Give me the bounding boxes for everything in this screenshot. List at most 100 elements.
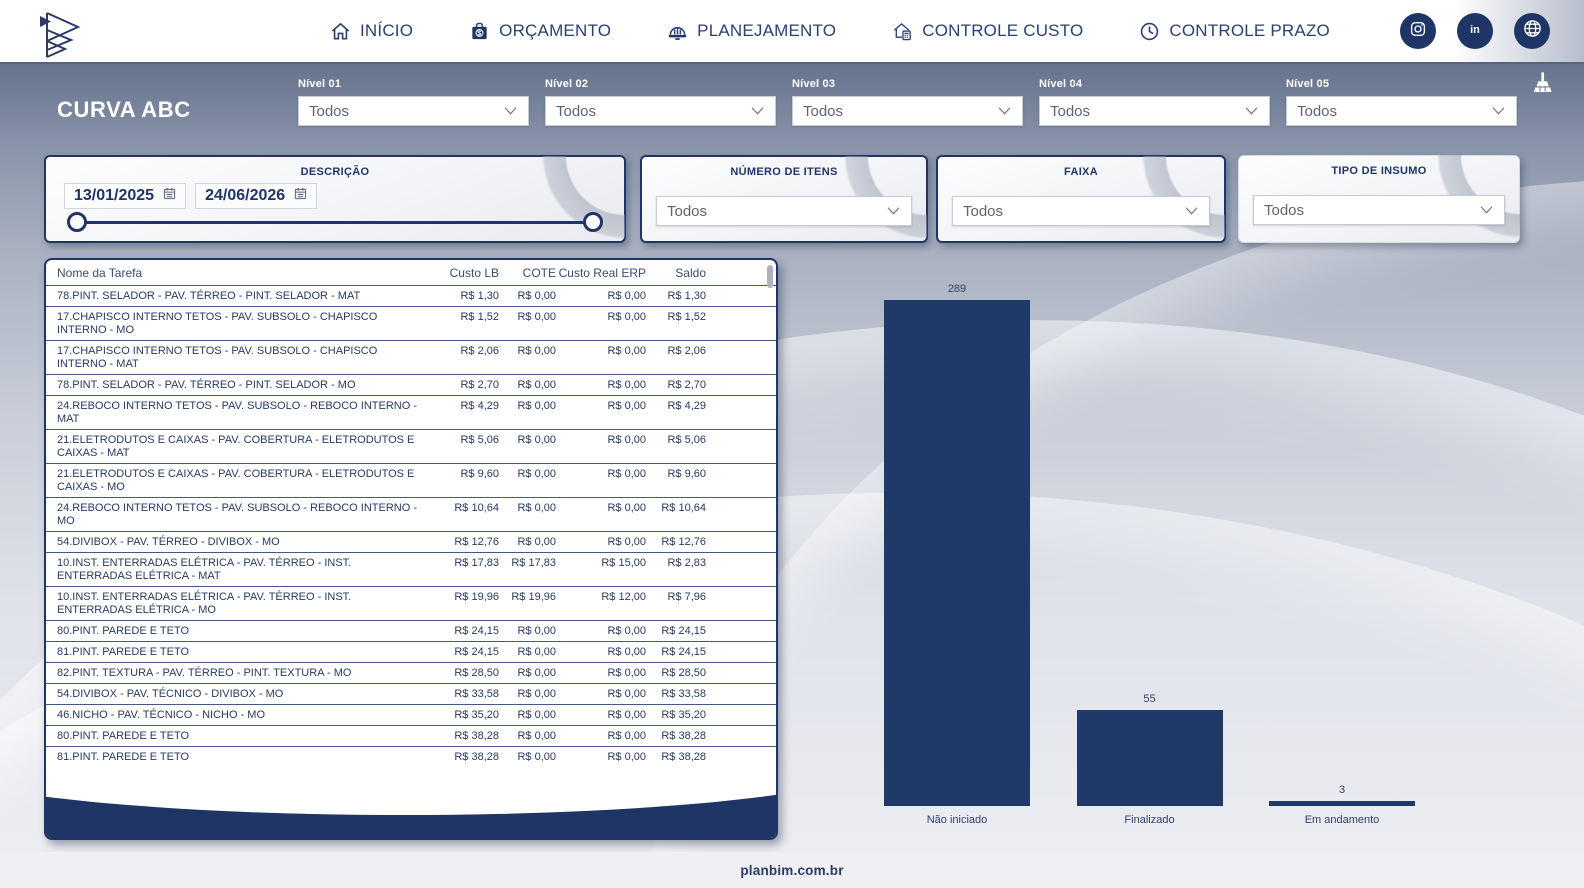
table-row[interactable]: 54.DIVIBOX - PAV. TÉRREO - DIVIBOX - MO R… — [46, 531, 776, 552]
bar-group-em-andamento: 3 Em andamento — [1269, 784, 1415, 828]
column-header-custo-real-erp[interactable]: Custo Real ERP — [558, 266, 646, 280]
table-row[interactable]: 54.DIVIBOX - PAV. TÉCNICO - DIVIBOX - MO… — [46, 683, 776, 704]
column-header-custo-lb[interactable]: Custo LB — [449, 266, 499, 280]
instagram-icon — [1408, 19, 1428, 44]
filter-card-tipo-de-insumo: TIPO DE INSUMO Todos — [1238, 155, 1520, 259]
value-cell: R$ 38,28 — [661, 751, 706, 763]
table-row[interactable]: 24.REBOCO INTERNO TETOS - PAV. SUBSOLO -… — [46, 497, 776, 531]
start-date-value: 13/01/2025 — [74, 187, 155, 204]
briefcase-dollar-icon: $ — [469, 21, 490, 42]
dropdown-selected-value: Todos — [309, 102, 350, 120]
value-cell: R$ 0,00 — [607, 667, 646, 679]
value-cell: R$ 15,00 — [601, 557, 646, 569]
task-name-cell: 54.DIVIBOX - PAV. TÉRREO - DIVIBOX - MO — [57, 536, 280, 548]
calendar-icon — [294, 187, 307, 205]
dropdown-selected-value: Todos — [556, 102, 597, 120]
value-cell: R$ 1,52 — [460, 311, 499, 323]
value-cell: R$ 0,00 — [607, 646, 646, 658]
end-date-input[interactable]: 24/06/2026 — [195, 183, 318, 209]
status-bar-chart: 289 Não iniciado 55 Finalizado 3 Em andamento — [884, 276, 1415, 828]
value-cell: R$ 33,58 — [661, 688, 706, 700]
nav-item-label: CONTROLE PRAZO — [1169, 21, 1330, 40]
start-date-input[interactable]: 13/01/2025 — [64, 183, 187, 209]
value-cell: R$ 0,00 — [517, 646, 556, 658]
bar-em-andamento[interactable] — [1269, 801, 1415, 806]
value-cell: R$ 9,60 — [460, 468, 499, 480]
nav-item-controle-prazo[interactable]: CONTROLE PRAZO — [1139, 21, 1330, 42]
filter-dropdown-nivel-03[interactable]: Todos — [792, 96, 1023, 126]
svg-text:$: $ — [478, 29, 482, 37]
nav-item-controle-custo[interactable]: CONTROLE CUSTO — [892, 21, 1083, 42]
slider-track — [76, 221, 594, 224]
task-name-cell: 80.PINT. PAREDE E TETO — [57, 625, 190, 637]
chevron-down-icon — [1491, 103, 1506, 120]
planbim-logo[interactable] — [34, 8, 82, 58]
value-cell: R$ 0,00 — [607, 434, 646, 446]
filter-dropdown-nivel-04[interactable]: Todos — [1039, 96, 1270, 126]
nav-item-label: PLANEJAMENTO — [697, 21, 837, 40]
table-row[interactable]: 82.PINT. TEXTURA - PAV. TÉRREO - PINT. T… — [46, 662, 776, 683]
table-row[interactable]: 21.ELETRODUTOS E CAIXAS - PAV. COBERTURA… — [46, 463, 776, 497]
social-link-linkedin[interactable]: in — [1457, 13, 1493, 49]
column-header-saldo[interactable]: Saldo — [675, 266, 706, 280]
value-cell: R$ 19,96 — [454, 591, 499, 603]
filter-card-title: TIPO DE INSUMO — [1331, 165, 1427, 177]
filter-nivel-01: Nível 01 Todos — [298, 78, 529, 126]
filter-dropdown-tipo-de-insumo[interactable]: Todos — [1253, 195, 1505, 225]
value-cell: R$ 4,29 — [460, 400, 499, 412]
task-name-cell: 10.INST. ENTERRADAS ELÉTRICA - PAV. TÉRR… — [57, 557, 352, 582]
filter-dropdown-faixa[interactable]: Todos — [952, 196, 1210, 226]
slider-handle-start[interactable] — [67, 212, 87, 232]
linkedin-icon: in — [1465, 19, 1485, 44]
table-row[interactable]: 78.PINT. SELADOR - PAV. TÉRREO - PINT. S… — [46, 286, 776, 306]
clear-filters-button[interactable] — [1529, 70, 1556, 102]
chevron-down-icon — [886, 203, 901, 220]
table-row[interactable]: 80.PINT. PAREDE E TETO R$ 24,15 R$ 0,00 R$ … — [46, 620, 776, 641]
filter-dropdown-nivel-01[interactable]: Todos — [298, 96, 529, 126]
value-cell: R$ 0,00 — [517, 502, 556, 514]
chevron-down-icon — [1184, 203, 1199, 220]
value-cell: R$ 2,70 — [460, 379, 499, 391]
website-link[interactable]: planbim.com.br — [740, 862, 844, 878]
column-header-nome-da-tarefa[interactable]: Nome da Tarefa — [57, 266, 143, 280]
filter-dropdown-numero-de-itens[interactable]: Todos — [656, 196, 912, 226]
value-cell: R$ 4,29 — [667, 400, 706, 412]
bar-category-label: Em andamento — [1304, 814, 1380, 826]
table-row[interactable]: 81.PINT. PAREDE E TETO R$ 38,28 R$ 0,00 R$ … — [46, 746, 776, 767]
value-cell: R$ 0,00 — [607, 536, 646, 548]
table-row[interactable]: 17.CHAPISCO INTERNO TETOS - PAV. SUBSOLO… — [46, 340, 776, 374]
bar-nao-iniciado[interactable] — [884, 300, 1030, 806]
value-cell: R$ 35,20 — [454, 709, 499, 721]
task-name-cell: 81.PINT. PAREDE E TETO — [57, 646, 190, 658]
nav-item-inicio[interactable]: INÍCIO — [330, 21, 413, 42]
table-scrollbar[interactable] — [767, 265, 773, 288]
table-row[interactable]: 80.PINT. PAREDE E TETO R$ 38,28 R$ 0,00 R$ … — [46, 725, 776, 746]
table-row[interactable]: 46.NICHO - PAV. TÉCNICO - NICHO - MO R$ 3… — [46, 704, 776, 725]
nav-item-planejamento[interactable]: PLANEJAMENTO — [667, 21, 836, 42]
page-footer: planbim.com.br — [0, 852, 1584, 888]
value-cell: R$ 17,83 — [511, 557, 556, 569]
table-row[interactable]: 78.PINT. SELADOR - PAV. TÉRREO - PINT. S… — [46, 374, 776, 395]
table-row[interactable]: 10.INST. ENTERRADAS ELÉTRICA - PAV. TÉRR… — [46, 586, 776, 620]
table-row[interactable]: 17.CHAPISCO INTERNO TETOS - PAV. SUBSOLO… — [46, 306, 776, 340]
social-link-globe[interactable] — [1514, 13, 1550, 49]
value-cell: R$ 12,76 — [454, 536, 499, 548]
table-row[interactable]: 21.ELETRODUTOS E CAIXAS - PAV. COBERTURA… — [46, 429, 776, 463]
dropdown-selected-value: Todos — [1264, 201, 1305, 219]
value-cell: R$ 0,00 — [517, 688, 556, 700]
bar-finalizado[interactable] — [1076, 710, 1223, 806]
filter-dropdown-nivel-05[interactable]: Todos — [1286, 96, 1517, 126]
column-header-cote[interactable]: COTE — [522, 266, 556, 280]
table-row[interactable]: 10.INST. ENTERRADAS ELÉTRICA - PAV. TÉRR… — [46, 552, 776, 586]
filter-dropdown-nivel-02[interactable]: Todos — [545, 96, 776, 126]
nav-item-label: INÍCIO — [360, 21, 414, 40]
table-row[interactable]: 24.REBOCO INTERNO TETOS - PAV. SUBSOLO -… — [46, 395, 776, 429]
value-cell: R$ 0,00 — [607, 379, 646, 391]
table-row[interactable]: 81.PINT. PAREDE E TETO R$ 24,15 R$ 0,00 R$ … — [46, 641, 776, 662]
task-cost-table-card: Nome da Tarefa Custo LB COTE Custo Real ERP… — [44, 258, 778, 840]
nav-item-orcamento[interactable]: $ ORÇAMENTO — [469, 21, 611, 42]
nav-item-label: ORÇAMENTO — [499, 21, 612, 40]
value-cell: R$ 24,15 — [661, 646, 706, 658]
slider-handle-end[interactable] — [583, 212, 603, 232]
social-link-instagram[interactable] — [1400, 13, 1436, 49]
